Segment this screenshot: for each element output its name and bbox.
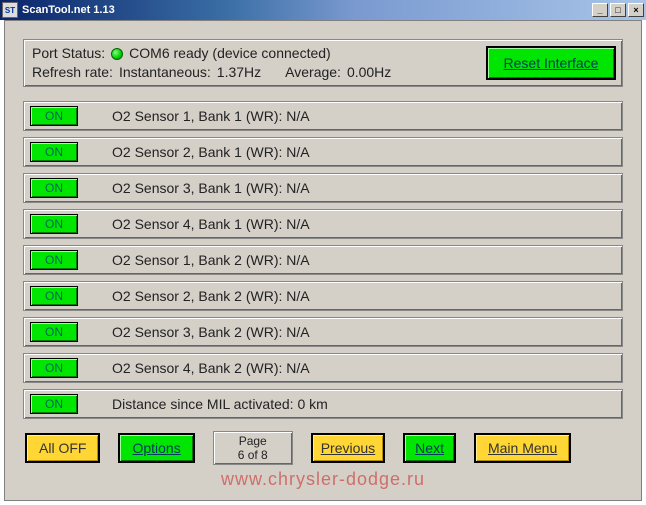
maximize-button[interactable]: □ [610, 3, 626, 17]
sensor-row: ON O2 Sensor 2, Bank 2 (WR): N/A [23, 281, 623, 311]
sensor-row: ON O2 Sensor 2, Bank 1 (WR): N/A [23, 137, 623, 167]
sensor-toggle-button[interactable]: ON [30, 214, 78, 234]
sensor-row: ON Distance since MIL activated: 0 km [23, 389, 623, 419]
sensor-row: ON O2 Sensor 1, Bank 2 (WR): N/A [23, 245, 623, 275]
sensor-label: O2 Sensor 4, Bank 2 (WR): N/A [112, 360, 310, 376]
status-led-icon [111, 48, 123, 60]
sensor-label: O2 Sensor 3, Bank 2 (WR): N/A [112, 324, 310, 340]
title-bar: ST ScanTool.net 1.13 _ □ × [0, 0, 646, 20]
window-title: ScanTool.net 1.13 [22, 4, 115, 16]
sensor-toggle-button[interactable]: ON [30, 358, 78, 378]
page-value: 6 of 8 [238, 448, 268, 462]
page-indicator: Page 6 of 8 [213, 431, 293, 465]
sensor-label: O2 Sensor 1, Bank 2 (WR): N/A [112, 252, 310, 268]
sensor-toggle-button[interactable]: ON [30, 106, 78, 126]
status-panel: Port Status: COM6 ready (device connecte… [23, 39, 623, 87]
sensor-row: ON O2 Sensor 4, Bank 1 (WR): N/A [23, 209, 623, 239]
sensor-toggle-button[interactable]: ON [30, 142, 78, 162]
refresh-label: Refresh rate: [32, 63, 113, 82]
sensor-row: ON O2 Sensor 3, Bank 1 (WR): N/A [23, 173, 623, 203]
previous-button[interactable]: Previous [311, 433, 385, 463]
port-status-text: COM6 ready (device connected) [129, 44, 331, 63]
instant-label: Instantaneous: [119, 63, 211, 82]
minimize-button[interactable]: _ [592, 3, 608, 17]
reset-interface-button[interactable]: Reset Interface [486, 46, 616, 80]
footer-bar: All OFF Options Page 6 of 8 Previous Nex… [23, 431, 623, 465]
sensor-row: ON O2 Sensor 4, Bank 2 (WR): N/A [23, 353, 623, 383]
port-status-label: Port Status: [32, 44, 105, 63]
instant-value: 1.37Hz [217, 63, 261, 82]
sensor-label: O2 Sensor 4, Bank 1 (WR): N/A [112, 216, 310, 232]
next-button[interactable]: Next [403, 433, 456, 463]
main-menu-button[interactable]: Main Menu [474, 433, 571, 463]
sensor-label: O2 Sensor 2, Bank 1 (WR): N/A [112, 144, 310, 160]
sensor-toggle-button[interactable]: ON [30, 178, 78, 198]
sensor-label: Distance since MIL activated: 0 km [112, 396, 328, 412]
sensor-toggle-button[interactable]: ON [30, 322, 78, 342]
sensor-label: O2 Sensor 3, Bank 1 (WR): N/A [112, 180, 310, 196]
sensor-row: ON O2 Sensor 1, Bank 1 (WR): N/A [23, 101, 623, 131]
sensor-toggle-button[interactable]: ON [30, 250, 78, 270]
options-button[interactable]: Options [118, 433, 194, 463]
page-label: Page [239, 434, 267, 448]
average-label: Average: [285, 63, 341, 82]
client-area: Port Status: COM6 ready (device connecte… [4, 20, 642, 501]
sensor-toggle-button[interactable]: ON [30, 286, 78, 306]
app-icon: ST [2, 2, 18, 18]
sensor-list: ON O2 Sensor 1, Bank 1 (WR): N/A ON O2 Sens… [23, 101, 623, 419]
sensor-toggle-button[interactable]: ON [30, 394, 78, 414]
watermark-text: www.chrysler-dodge.ru [5, 469, 641, 490]
close-button[interactable]: × [628, 3, 644, 17]
sensor-row: ON O2 Sensor 3, Bank 2 (WR): N/A [23, 317, 623, 347]
sensor-label: O2 Sensor 1, Bank 1 (WR): N/A [112, 108, 310, 124]
sensor-label: O2 Sensor 2, Bank 2 (WR): N/A [112, 288, 310, 304]
average-value: 0.00Hz [347, 63, 391, 82]
all-off-button[interactable]: All OFF [25, 433, 100, 463]
